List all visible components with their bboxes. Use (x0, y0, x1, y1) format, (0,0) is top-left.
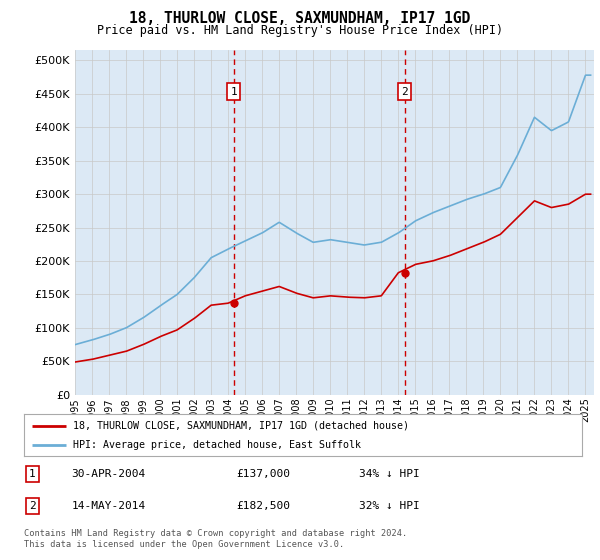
Text: 32% ↓ HPI: 32% ↓ HPI (359, 501, 419, 511)
Text: 2: 2 (401, 87, 408, 97)
Text: 30-APR-2004: 30-APR-2004 (71, 469, 146, 479)
Text: 18, THURLOW CLOSE, SAXMUNDHAM, IP17 1GD: 18, THURLOW CLOSE, SAXMUNDHAM, IP17 1GD (130, 11, 470, 26)
Text: 1: 1 (230, 87, 237, 97)
Text: Price paid vs. HM Land Registry's House Price Index (HPI): Price paid vs. HM Land Registry's House … (97, 24, 503, 36)
Text: 18, THURLOW CLOSE, SAXMUNDHAM, IP17 1GD (detached house): 18, THURLOW CLOSE, SAXMUNDHAM, IP17 1GD … (73, 421, 409, 431)
Text: £182,500: £182,500 (236, 501, 290, 511)
Text: £137,000: £137,000 (236, 469, 290, 479)
Text: 1: 1 (29, 469, 36, 479)
Text: 34% ↓ HPI: 34% ↓ HPI (359, 469, 419, 479)
Text: Contains HM Land Registry data © Crown copyright and database right 2024.
This d: Contains HM Land Registry data © Crown c… (24, 529, 407, 549)
Text: 2: 2 (29, 501, 36, 511)
Text: 14-MAY-2014: 14-MAY-2014 (71, 501, 146, 511)
Text: HPI: Average price, detached house, East Suffolk: HPI: Average price, detached house, East… (73, 440, 361, 450)
